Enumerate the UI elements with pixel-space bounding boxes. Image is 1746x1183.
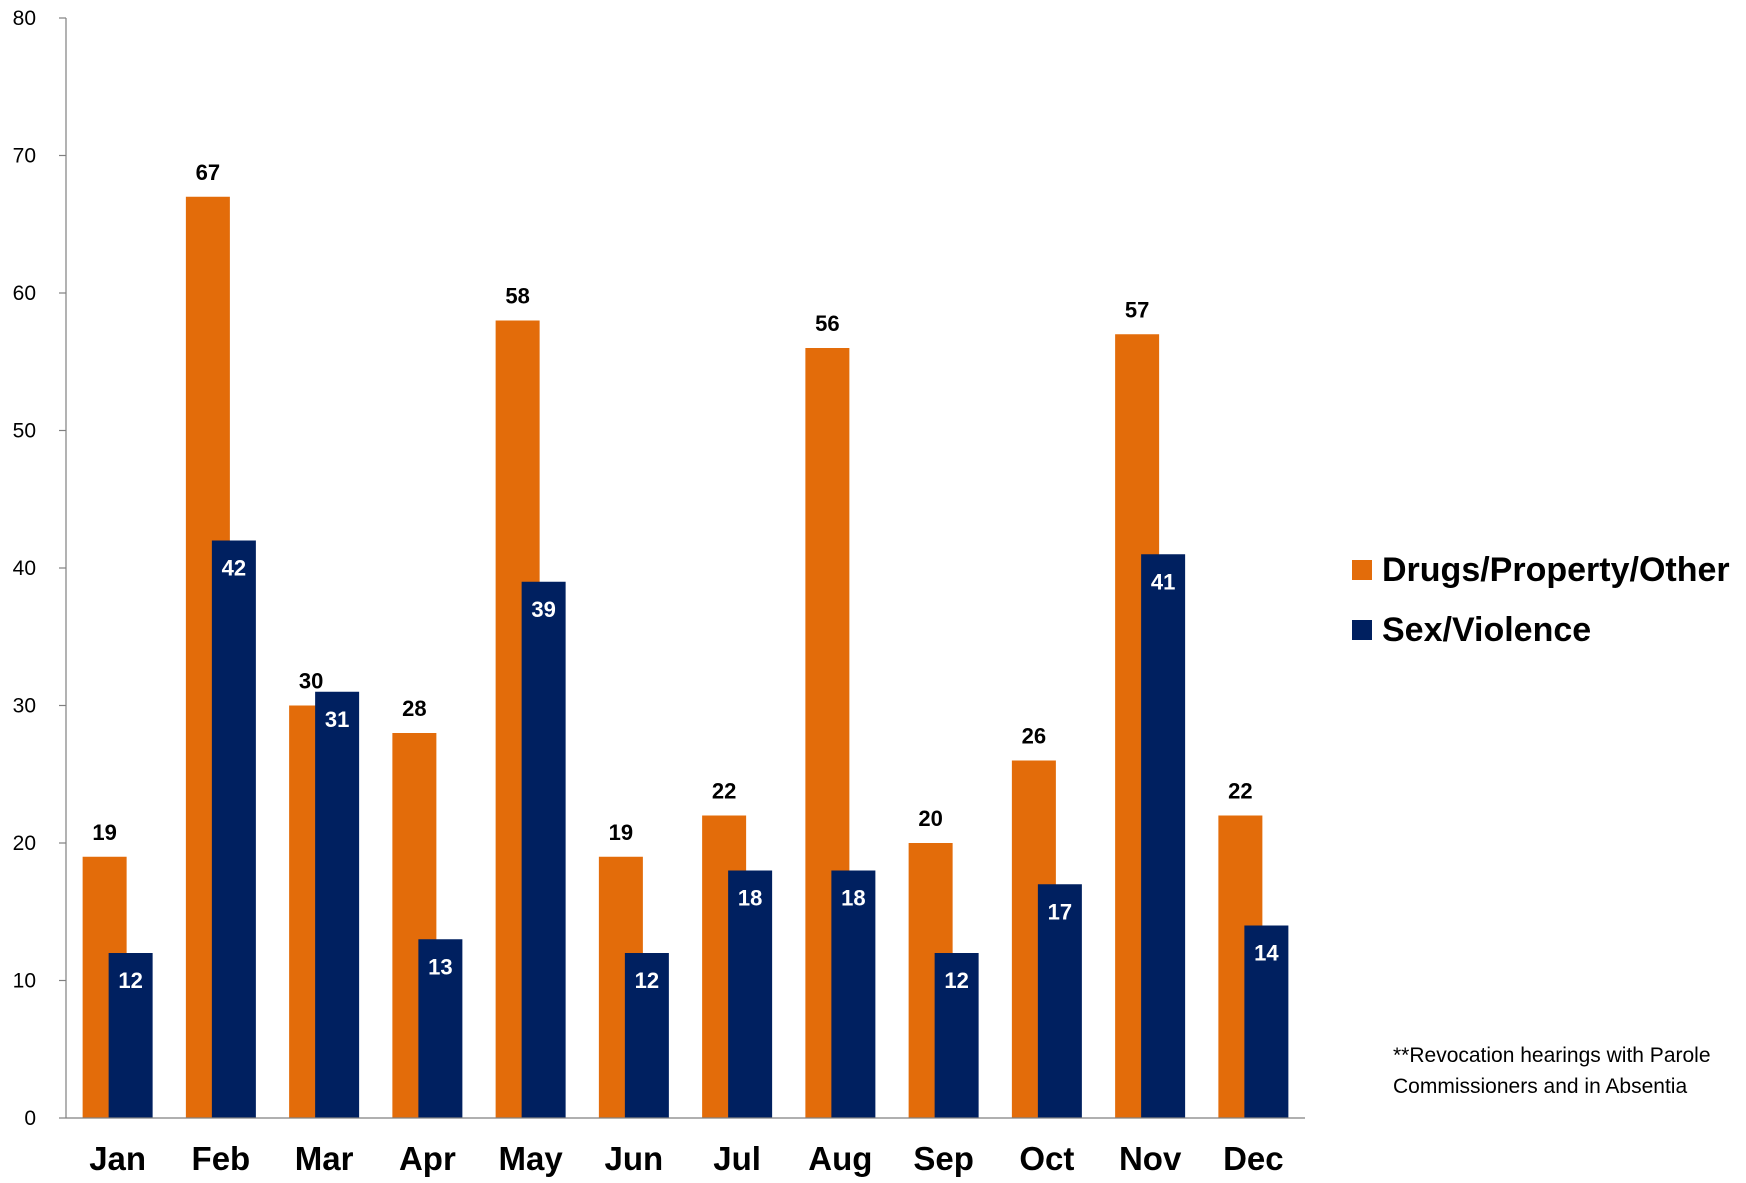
bar-sex-violence-apr [418,939,463,1118]
legend-label-drugs-property-other: Drugs/Property/Other [1382,550,1730,589]
data-label-sex-violence-apr: 13 [428,954,452,979]
data-label-drugs-property-other-mar: 30 [299,669,323,694]
data-label-sex-violence-jun: 12 [635,968,659,993]
x-tick-label-aug: Aug [808,1140,872,1177]
legend-label-sex-violence: Sex/Violence [1382,610,1592,649]
bar-sex-violence-dec [1244,925,1289,1118]
data-label-drugs-property-other-may: 58 [505,284,529,309]
data-label-drugs-property-other-aug: 56 [815,311,839,336]
data-label-drugs-property-other-apr: 28 [402,696,426,721]
legend-item-sex-violence: Sex/Violence [1352,600,1730,660]
x-axis: Jan Feb Mar Apr May Jun Jul Aug Sep Oct Nov Dec [66,1117,1305,1177]
bar-sex-violence-feb [211,540,256,1118]
data-label-sex-violence-nov: 41 [1151,569,1175,594]
data-label-sex-violence-feb: 42 [222,556,246,581]
data-label-drugs-property-other-jul: 22 [712,779,736,804]
bar-sex-violence-may [521,581,566,1118]
data-label-drugs-property-other-nov: 57 [1125,297,1149,322]
data-label-drugs-property-other-jun: 19 [609,820,633,845]
x-tick-label-may: May [499,1140,564,1177]
legend-swatch-drugs-property-other [1352,560,1372,580]
x-tick-label-dec: Dec [1223,1140,1284,1177]
x-tick-label-apr: Apr [399,1140,456,1177]
data-label-sex-violence-sep: 12 [944,968,968,993]
legend-swatch-sex-violence [1352,620,1372,640]
footnote: **Revocation hearings with Parole Commis… [1393,1044,1711,1098]
y-tick-label: 60 [13,282,36,305]
bar-sex-violence-aug [831,870,876,1118]
data-label-sex-violence-jan: 12 [118,968,142,993]
legend: Drugs/Property/Other Sex/Violence [1352,540,1730,660]
bar-sex-violence-nov [1141,554,1186,1118]
data-label-sex-violence-dec: 14 [1254,941,1279,966]
bar-sex-violence-jan [108,953,153,1118]
bar-sex-violence-jun [624,953,669,1118]
x-tick-label-jul: Jul [713,1140,761,1177]
y-tick-label: 40 [13,557,36,580]
data-label-sex-violence-may: 39 [531,597,555,622]
x-tick-label-jan: Jan [89,1140,146,1177]
x-tick-label-sep: Sep [913,1140,974,1177]
x-tick-label-oct: Oct [1019,1140,1074,1177]
data-label-sex-violence-jul: 18 [738,886,762,911]
y-tick-label: 10 [13,970,36,993]
x-tick-label-jun: Jun [605,1140,664,1177]
y-tick-label: 20 [13,832,36,855]
y-tick-label: 0 [24,1107,36,1130]
x-tick-label-mar: Mar [295,1140,354,1177]
data-label-drugs-property-other-jan: 19 [92,820,116,845]
y-tick-label: 70 [13,145,36,168]
y-tick-label: 50 [13,420,36,443]
bar-sex-violence-mar [315,691,360,1118]
data-label-drugs-property-other-oct: 26 [1022,724,1046,749]
data-label-sex-violence-mar: 31 [325,707,349,732]
x-tick-label-feb: Feb [192,1140,251,1177]
data-label-sex-violence-aug: 18 [841,886,865,911]
y-tick-label: 30 [13,695,36,718]
y-tick-label: 80 [13,7,36,30]
legend-item-drugs-property-other: Drugs/Property/Other [1352,540,1730,600]
data-label-drugs-property-other-sep: 20 [918,806,942,831]
bar-sex-violence-jul [728,870,773,1118]
data-label-drugs-property-other-feb: 67 [196,160,220,185]
y-axis: 0 10 20 30 40 50 60 70 80 [13,7,67,1130]
x-tick-label-nov: Nov [1119,1140,1182,1177]
bar-sex-violence-sep [934,953,979,1118]
bar-sex-violence-oct [1037,884,1082,1118]
data-label-drugs-property-other-dec: 22 [1228,779,1252,804]
data-label-sex-violence-oct: 17 [1048,899,1072,924]
